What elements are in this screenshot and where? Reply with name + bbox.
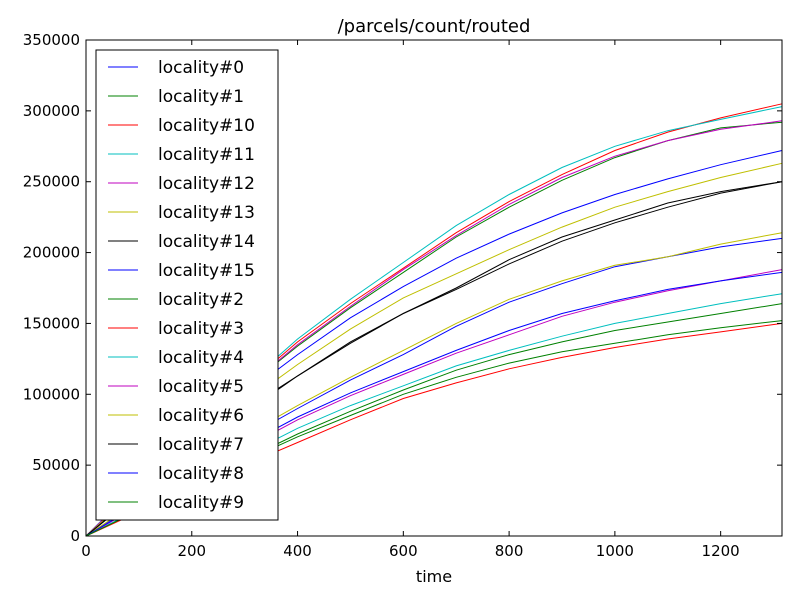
legend-label: locality#14 (158, 232, 255, 252)
x-tick-label: 0 (81, 542, 91, 560)
chart-title: /parcels/count/routed (338, 16, 531, 37)
y-tick-label: 0 (70, 527, 80, 545)
y-tick-label: 150000 (23, 314, 80, 332)
x-tick-label: 600 (389, 542, 418, 560)
y-axis: 0 50000 100000 150000 200000 250000 300000 3500… (23, 31, 782, 545)
y-tick-label: 50000 (32, 456, 80, 474)
legend-box (95, 49, 279, 521)
legend-label: locality#9 (158, 493, 244, 513)
x-tick-label: 200 (177, 542, 206, 560)
legend-label: locality#6 (158, 406, 244, 426)
legend-label: locality#10 (158, 116, 255, 136)
legend-label: locality#12 (158, 174, 255, 194)
legend-label: locality#5 (158, 377, 244, 397)
legend-label: locality#1 (158, 87, 244, 107)
legend: locality#0 locality#1 locality#10 locality#… (95, 49, 279, 521)
legend-label: locality#2 (158, 290, 244, 310)
x-tick-label: 800 (495, 542, 524, 560)
y-tick-label: 100000 (23, 385, 80, 403)
x-tick-label: 1000 (596, 542, 634, 560)
legend-label: locality#4 (158, 348, 244, 368)
legend-label: locality#15 (158, 261, 255, 281)
legend-label: locality#7 (158, 435, 244, 455)
legend-label: locality#0 (158, 58, 244, 78)
legend-label: locality#11 (158, 145, 255, 165)
y-tick-label: 350000 (23, 31, 80, 49)
x-tick-label: 400 (283, 542, 312, 560)
plot-frame (85, 39, 783, 537)
x-tick-label: 1200 (702, 542, 740, 560)
legend-label: locality#8 (158, 464, 244, 484)
x-axis: 0 200 400 600 800 1000 1200 (81, 40, 740, 560)
legend-label: locality#3 (158, 319, 244, 339)
y-tick-label: 250000 (23, 173, 80, 191)
legend-label: locality#13 (158, 203, 255, 223)
y-tick-label: 300000 (23, 102, 80, 120)
y-tick-label: 200000 (23, 244, 80, 262)
x-axis-label: time (416, 567, 452, 586)
